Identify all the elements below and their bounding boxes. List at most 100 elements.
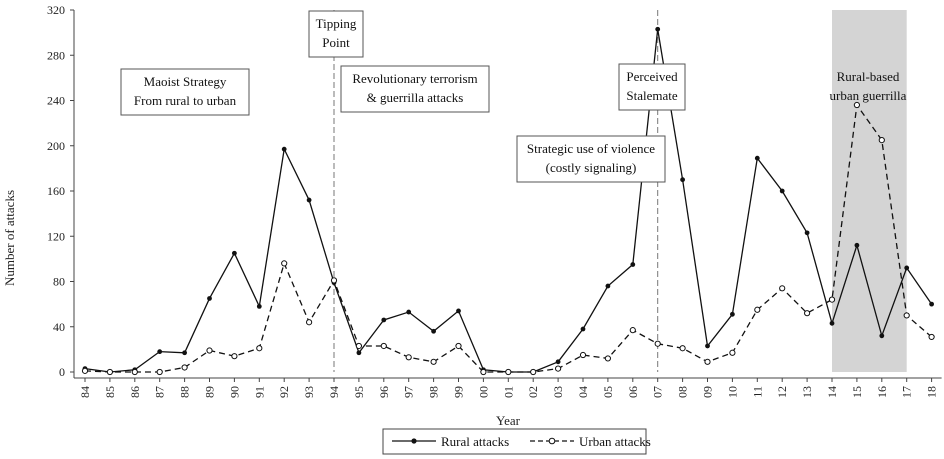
y-tick-label: 120 bbox=[47, 229, 65, 243]
data-point-rural-attacks bbox=[456, 308, 461, 314]
data-point-urban-attacks bbox=[878, 136, 885, 144]
data-series bbox=[81, 26, 935, 376]
data-point-urban-attacks bbox=[181, 364, 188, 371]
data-point-urban-attacks bbox=[654, 340, 661, 347]
x-tick-label: 00 bbox=[476, 386, 490, 398]
x-tick-label: 07 bbox=[651, 386, 665, 398]
annotation-rural-based: Rural-based urban guerrilla bbox=[830, 69, 907, 103]
data-point-urban-attacks bbox=[106, 368, 114, 376]
shaded-period bbox=[832, 10, 907, 372]
annotation-tipping: Tipping Point bbox=[308, 10, 364, 58]
x-tick-label: 97 bbox=[402, 386, 416, 398]
data-point-urban-attacks bbox=[231, 353, 238, 360]
x-tick-label: 89 bbox=[203, 386, 217, 398]
chart-legend: Rural attacks Urban attacks bbox=[382, 428, 651, 455]
data-point-rural-attacks bbox=[232, 250, 237, 256]
x-tick-label: 09 bbox=[701, 386, 715, 398]
annotation-perceived: Perceived Stalemate bbox=[618, 63, 686, 111]
annotation-revolutionary: Revolutionary terrorism & guerrilla attac… bbox=[340, 65, 490, 113]
data-point-urban-attacks bbox=[330, 277, 338, 284]
data-point-rural-attacks bbox=[929, 301, 934, 307]
x-tick-label: 01 bbox=[501, 386, 515, 398]
data-point-rural-attacks bbox=[207, 296, 212, 301]
x-tick-label: 84 bbox=[78, 386, 92, 398]
data-point-urban-attacks bbox=[555, 365, 562, 372]
data-point-rural-attacks bbox=[804, 230, 810, 236]
data-point-urban-attacks bbox=[804, 310, 811, 317]
x-tick-label: 02 bbox=[526, 386, 540, 398]
series-line-urban-attacks bbox=[84, 103, 933, 373]
data-point-urban-attacks bbox=[679, 345, 686, 352]
data-point-rural-attacks bbox=[406, 309, 412, 315]
data-point-urban-attacks bbox=[530, 368, 537, 376]
data-point-rural-attacks bbox=[829, 320, 835, 326]
x-tick-label: 86 bbox=[128, 386, 142, 398]
data-point-urban-attacks bbox=[480, 368, 487, 376]
data-point-urban-attacks bbox=[131, 368, 138, 376]
x-tick-label: 92 bbox=[277, 386, 291, 398]
x-tick-label: 03 bbox=[551, 386, 565, 398]
data-point-urban-attacks bbox=[505, 368, 512, 376]
x-tick-label: 13 bbox=[800, 386, 814, 398]
y-tick-label: 80 bbox=[53, 275, 65, 289]
annotation-strategic: Strategic use of violence (costly signali… bbox=[516, 135, 666, 183]
x-tick-label: 14 bbox=[825, 386, 839, 398]
data-point-rural-attacks bbox=[306, 197, 312, 203]
x-tick-label: 15 bbox=[850, 386, 864, 398]
data-point-rural-attacks bbox=[904, 265, 910, 271]
annotations: Maoist Strategy From rural to urban Tippin… bbox=[120, 10, 907, 183]
annotation-text: Point bbox=[322, 35, 350, 50]
legend-rural-marker bbox=[411, 438, 417, 444]
annotation-text: Revolutionary terrorism bbox=[352, 71, 477, 86]
data-point-urban-attacks bbox=[455, 342, 462, 350]
data-point-urban-attacks bbox=[81, 367, 89, 374]
x-tick-label: 91 bbox=[252, 386, 266, 398]
data-point-rural-attacks bbox=[281, 146, 287, 152]
y-tick-label: 40 bbox=[53, 320, 65, 334]
data-point-rural-attacks bbox=[605, 283, 611, 289]
annotation-maoist: Maoist Strategy From rural to urban bbox=[120, 68, 250, 116]
annotation-box bbox=[340, 65, 490, 113]
data-point-urban-attacks bbox=[704, 358, 711, 365]
annotation-text: urban guerrilla bbox=[830, 88, 907, 103]
data-point-rural-attacks bbox=[879, 333, 885, 339]
data-point-rural-attacks bbox=[705, 343, 710, 349]
x-tick-label: 90 bbox=[227, 386, 241, 398]
annotation-box bbox=[516, 135, 666, 183]
data-point-urban-attacks bbox=[355, 342, 362, 350]
legend-urban-marker bbox=[548, 437, 556, 445]
data-point-urban-attacks bbox=[729, 349, 736, 356]
x-tick-label: 95 bbox=[352, 386, 366, 398]
x-tick-label: 88 bbox=[178, 386, 192, 398]
data-point-rural-attacks bbox=[256, 303, 262, 309]
data-point-urban-attacks bbox=[156, 368, 163, 376]
x-tick-label: 05 bbox=[601, 386, 615, 398]
series-urban-attacks bbox=[81, 101, 935, 376]
annotation-text: (costly signaling) bbox=[546, 160, 637, 175]
annotation-text: & guerrilla attacks bbox=[367, 90, 464, 105]
annotation-box bbox=[308, 10, 364, 58]
data-point-urban-attacks bbox=[579, 351, 587, 359]
x-tick-label: 08 bbox=[676, 386, 690, 398]
y-axis-ticks: 0 40 80 120 160 200 240 280 320 bbox=[47, 3, 74, 379]
data-point-urban-attacks bbox=[206, 347, 213, 354]
x-tick-label: 94 bbox=[327, 386, 341, 398]
data-point-rural-attacks bbox=[779, 188, 785, 194]
annotation-text: Maoist Strategy bbox=[144, 74, 227, 89]
x-axis-ticks: 84 85 86 87 88 89 90 91 92 93 94 95 96 97 98 99 00 01 02 03… bbox=[78, 378, 939, 398]
x-tick-label: 98 bbox=[427, 386, 441, 398]
annotation-text: From rural to urban bbox=[134, 93, 237, 108]
data-point-urban-attacks bbox=[256, 345, 263, 352]
y-tick-label: 160 bbox=[47, 184, 65, 198]
data-point-urban-attacks bbox=[853, 101, 861, 109]
data-point-urban-attacks bbox=[380, 342, 387, 350]
x-tick-label: 11 bbox=[750, 386, 764, 398]
data-point-urban-attacks bbox=[754, 306, 761, 313]
data-point-urban-attacks bbox=[928, 333, 935, 341]
data-point-rural-attacks bbox=[431, 328, 436, 334]
x-tick-label: 10 bbox=[725, 386, 739, 398]
x-tick-label: 96 bbox=[377, 386, 391, 398]
data-point-rural-attacks bbox=[680, 177, 685, 183]
x-tick-label: 17 bbox=[900, 386, 914, 398]
